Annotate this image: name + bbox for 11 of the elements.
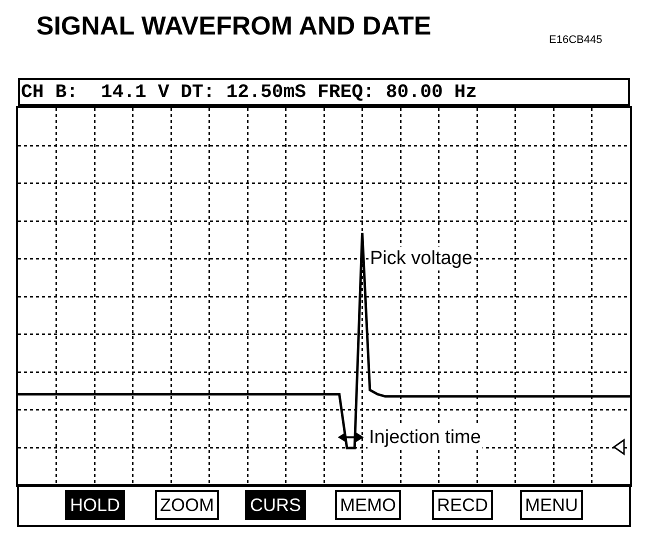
text: CURS xyxy=(250,495,302,515)
text: MENU xyxy=(525,495,578,515)
text: RECD xyxy=(437,495,488,515)
annotation: Pick voltage xyxy=(370,248,472,269)
text: ZOOM xyxy=(160,495,214,515)
chart-title: SIGNAL WAVEFROM AND DATE xyxy=(36,10,432,40)
text: E16CB445 xyxy=(549,34,602,46)
text: MEMO xyxy=(340,495,396,515)
text: HOLD xyxy=(70,495,120,515)
text: CH B: 14.1 V DT: 12.50mS FREQ: 80.00 Hz xyxy=(21,81,478,103)
annotation: Injection time xyxy=(369,427,481,448)
